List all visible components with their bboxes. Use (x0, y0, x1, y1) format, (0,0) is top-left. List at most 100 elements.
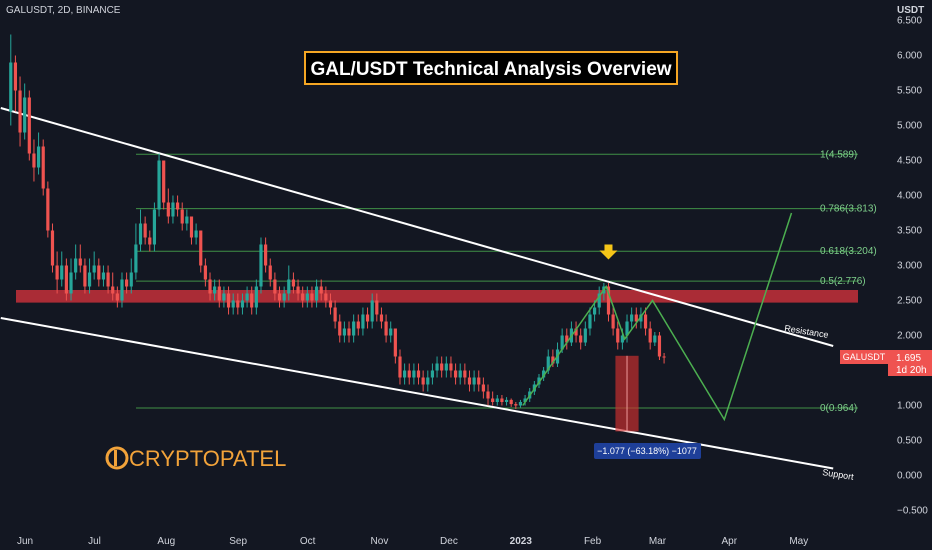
candle-down (616, 328, 620, 343)
candle-up (282, 293, 286, 301)
brand-logo: CRYPTOPATEL (105, 446, 286, 471)
candle-down (486, 391, 490, 399)
candle-up (60, 265, 64, 280)
candle-down (291, 279, 296, 287)
candle-down (32, 153, 36, 168)
candle-down (296, 286, 300, 294)
candle-up (231, 300, 235, 308)
candle-down (648, 328, 652, 343)
price-axis[interactable] (888, 0, 932, 550)
time-tick: Apr (721, 536, 737, 547)
candle-down (277, 293, 282, 301)
candle-down (514, 404, 518, 406)
candle-down (375, 300, 379, 315)
candle-down (449, 363, 453, 371)
price-tick: 5.500 (897, 86, 922, 97)
candle-up (426, 377, 430, 385)
price-tag-countdown: 1d 20h (896, 365, 927, 376)
price-tick: 0.000 (897, 471, 922, 482)
candle-down (467, 377, 472, 385)
candle-down (338, 321, 342, 336)
candle-up (546, 356, 550, 371)
title-box (304, 51, 678, 85)
candle-down (143, 223, 147, 238)
price-tick: 4.500 (897, 156, 922, 167)
candle-down (398, 356, 402, 378)
price-range-measure[interactable] (615, 355, 639, 432)
candle-down (365, 314, 370, 322)
candle-up (352, 321, 356, 336)
candle-up (314, 286, 319, 301)
candle-down (27, 97, 31, 154)
symbol-header: GALUSDT, 2D, BINANCE (6, 5, 121, 16)
candle-up (542, 370, 546, 378)
price-tag-box (888, 350, 932, 376)
candle-down (421, 377, 425, 385)
candle-up (444, 363, 448, 371)
candle-down (379, 314, 384, 322)
measure-tooltip-text: −1.077 (−63.18%) −1077 (597, 446, 697, 456)
candle-down (453, 370, 458, 378)
candle-up (171, 202, 175, 217)
candle-up (101, 272, 106, 280)
candle-up (287, 279, 291, 294)
time-tick: Nov (371, 536, 389, 547)
candle-down (310, 293, 314, 301)
candle-down (97, 265, 101, 280)
candle-up (412, 370, 416, 378)
candle-up (245, 293, 249, 301)
measure-tooltip (594, 443, 701, 459)
time-axis-ticks[interactable]: Jun Jul Aug Sep Oct Nov Dec 2023 Feb Mar Apr May (17, 536, 808, 547)
price-tag-symbol: GALUSDT (843, 352, 886, 362)
projection-path[interactable] (522, 212, 793, 422)
candle-down (180, 209, 184, 224)
candle-down (115, 293, 119, 301)
candle-down (166, 202, 170, 217)
candle-down (333, 307, 337, 322)
candle-up (194, 230, 198, 238)
candle-up (625, 321, 629, 336)
candle-down (268, 265, 272, 280)
candle-up (653, 335, 657, 343)
candle-up (403, 370, 407, 378)
candle-down (175, 202, 180, 210)
candle-up (523, 398, 527, 402)
candle-up (583, 328, 587, 343)
candlesticks[interactable] (9, 34, 666, 410)
candle-up (240, 300, 245, 308)
candle-down (18, 90, 22, 133)
candle-down (46, 188, 50, 231)
price-tick: 5.000 (897, 121, 922, 132)
candle-down (463, 370, 467, 378)
candle-down (662, 356, 666, 358)
axis-currency: USDT (897, 5, 924, 16)
candle-up (152, 209, 157, 245)
fib-label-1: 1(4.589) (820, 149, 857, 160)
candle-down (606, 286, 611, 315)
candle-down (111, 286, 115, 294)
candle-up (305, 293, 309, 301)
candle-up (129, 272, 133, 287)
candle-down (393, 328, 397, 357)
last-price-tag[interactable]: GALUSDT 1.695 1d 20h (840, 350, 932, 376)
candle-up (342, 328, 346, 336)
price-tick: 2.500 (897, 296, 922, 307)
resistance-zone[interactable] (16, 290, 858, 303)
candle-down (574, 328, 578, 336)
candle-down (407, 370, 411, 378)
time-tick: Feb (584, 536, 602, 547)
price-tick: 4.000 (897, 191, 922, 202)
candle-down (328, 300, 333, 308)
candle-down (55, 265, 59, 280)
candle-up (185, 216, 189, 224)
candle-up (458, 370, 462, 378)
candle-up (157, 160, 161, 210)
candle-down (565, 335, 569, 343)
candle-down (509, 399, 513, 405)
price-tick: 0.500 (897, 436, 922, 447)
price-tick: −0.500 (897, 506, 928, 517)
price-tick: 2.000 (897, 331, 922, 342)
candle-down (50, 230, 55, 266)
candle-down (273, 279, 277, 294)
